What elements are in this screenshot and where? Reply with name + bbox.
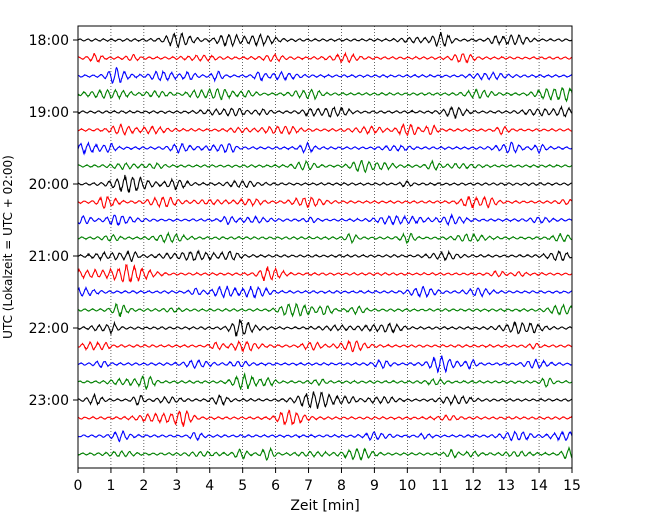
trace-17 <box>77 319 573 338</box>
trace-19 <box>77 355 573 374</box>
x-axis-ticks: 0 1 2 3 4 5 6 7 8 9 10 11 12 13 14 15 <box>74 468 581 494</box>
x-tick-label-13: 13 <box>497 478 515 494</box>
trace-4 <box>77 87 573 103</box>
y-axis-ticks: 18:00 19:00 20:00 21:00 22:00 23:00 <box>29 33 78 409</box>
trace-14 <box>77 263 573 283</box>
x-tick-label-7: 7 <box>304 478 313 494</box>
x-tick-label-14: 14 <box>530 478 548 494</box>
trace-16 <box>77 302 573 318</box>
x-tick-label-0: 0 <box>74 478 83 494</box>
trace-3 <box>77 66 573 85</box>
y-tick-label-1: 19:00 <box>29 105 69 121</box>
trace-22 <box>77 409 573 427</box>
trace-5 <box>77 104 573 119</box>
y-axis-label: UTC (Lokalzeit = UTC + 02:00) <box>1 155 15 339</box>
x-tick-label-15: 15 <box>563 478 581 494</box>
trace-20 <box>77 372 573 390</box>
x-tick-label-4: 4 <box>205 478 214 494</box>
trace-15 <box>77 285 573 299</box>
x-tick-label-8: 8 <box>337 478 346 494</box>
trace-6 <box>77 122 573 137</box>
trace-10 <box>77 195 573 210</box>
trace-13 <box>77 249 573 262</box>
x-tick-label-12: 12 <box>464 478 482 494</box>
x-tick-label-10: 10 <box>398 478 416 494</box>
trace-1 <box>77 32 573 49</box>
x-tick-label-11: 11 <box>431 478 449 494</box>
y-tick-label-3: 21:00 <box>29 249 69 265</box>
y-tick-label-4: 22:00 <box>29 321 69 337</box>
x-tick-label-1: 1 <box>106 478 115 494</box>
trace-2 <box>77 51 573 64</box>
trace-9 <box>77 174 573 194</box>
trace-11 <box>77 213 573 227</box>
x-axis-label: Zeit [min] <box>290 498 359 514</box>
trace-18 <box>77 339 573 353</box>
x-tick-label-3: 3 <box>172 478 181 494</box>
trace-8 <box>77 159 573 174</box>
y-tick-label-5: 23:00 <box>29 393 69 409</box>
trace-24 <box>77 446 573 461</box>
trace-12 <box>77 231 573 245</box>
y-tick-label-2: 20:00 <box>29 177 69 193</box>
x-tick-label-5: 5 <box>238 478 247 494</box>
x-tick-label-6: 6 <box>271 478 280 494</box>
plot-frame <box>77 25 573 469</box>
x-tick-label-9: 9 <box>370 478 379 494</box>
trace-21 <box>77 391 573 409</box>
trace-23 <box>77 430 573 443</box>
trace-7 <box>77 141 573 156</box>
seismogram-traces <box>77 32 573 461</box>
y-tick-label-0: 18:00 <box>29 33 69 49</box>
x-tick-label-2: 2 <box>139 478 148 494</box>
